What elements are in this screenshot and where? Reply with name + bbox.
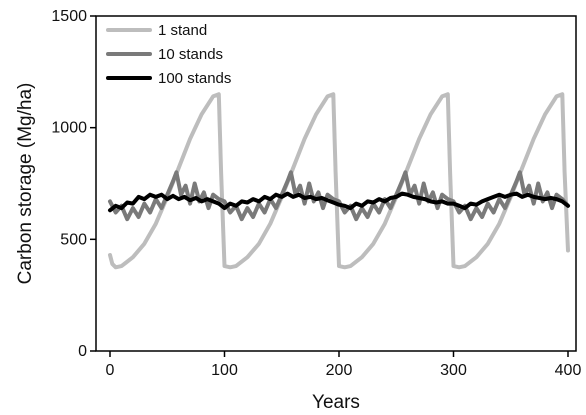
x-tick-label: 0: [106, 362, 115, 379]
y-axis-title: Carbon storage (Mg/ha): [15, 83, 36, 285]
legend: 1 stand 10 stands 100 stands: [106, 22, 231, 87]
legend-label-1: 1 stand: [158, 22, 207, 39]
series-layer: [108, 92, 570, 270]
series-line-3: [108, 191, 570, 213]
x-axis: 0 100 200 300 400: [106, 351, 582, 379]
y-tick-label: 1000: [51, 120, 87, 137]
y-tick-label: 0: [78, 343, 87, 360]
series-line-1: [108, 92, 570, 270]
x-tick-label: 200: [326, 362, 353, 379]
plot-area: [95, 15, 577, 352]
legend-label-2: 10 stands: [158, 46, 223, 63]
x-tick-label: 400: [555, 362, 582, 379]
y-tick-label: 1500: [51, 8, 87, 25]
y-tick-label: 500: [60, 231, 87, 248]
legend-label-3: 100 stands: [158, 70, 231, 87]
x-axis-title: Years: [312, 392, 360, 413]
x-tick-label: 100: [211, 362, 238, 379]
plot-frame: [95, 15, 577, 352]
x-tick-label: 300: [440, 362, 467, 379]
y-axis: 0 500 1000 1500: [51, 8, 96, 360]
